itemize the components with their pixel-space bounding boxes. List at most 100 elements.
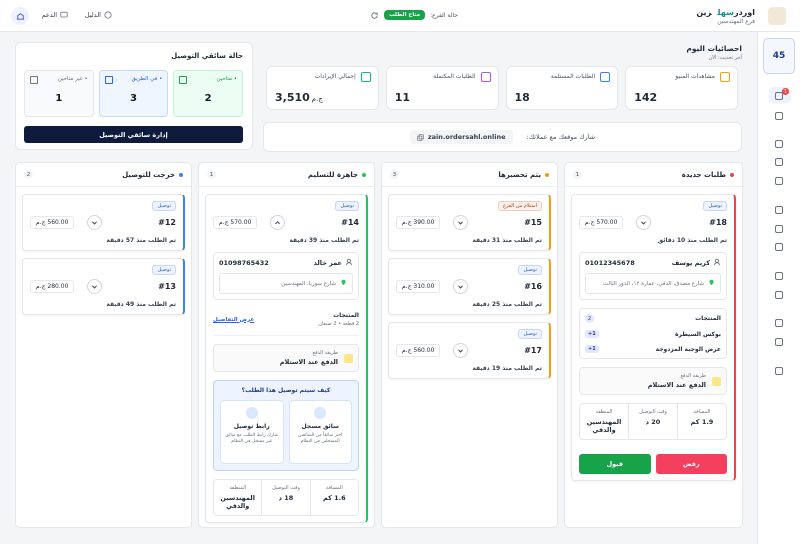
bold: 20 د (645, 418, 661, 426)
ctitle: يتم تحضيرها (498, 171, 549, 179)
chev[interactable] (270, 215, 286, 230)
chead: يتم تحضيرها 3 (382, 163, 557, 187)
bold: 18 د (278, 494, 294, 502)
small: المنطقة (229, 485, 246, 491)
title: خرجت للتوصيل (122, 170, 175, 179)
price: 560.00 ج.م (396, 344, 441, 357)
title: جاهزة للتسليم (307, 170, 358, 179)
price: 280.00 ج.م (30, 280, 75, 293)
badge: توصيل (518, 329, 542, 339)
drivers-card: حالة سائقي التوصيل • متاحين 2 • في الطريق 3… (15, 42, 253, 150)
sec: المنتجات 2 بوكس السيطرة +1 عرض الوجبة المزدو… (579, 308, 727, 359)
col: يتم تحضيرها 3 استلام من الفرع #15 390.00 ج.م… (381, 162, 558, 528)
card[interactable]: توصيل #14 570.00 ج.م تم الطلب منذ 39 دقيقة ع… (205, 194, 368, 523)
link[interactable]: عرض التفاصيل (213, 316, 255, 323)
badgerow: توصيل (396, 329, 542, 339)
time: تم الطلب منذ 19 دقيقة (472, 365, 542, 372)
lg: 280.00 ج.م (30, 279, 103, 294)
sbico (775, 112, 783, 120)
cell: المسافة 1.6 كم (309, 480, 358, 515)
ot: رابط توصيل (233, 423, 270, 430)
chev[interactable] (453, 343, 469, 358)
num: 18 (514, 91, 530, 104)
svg (275, 221, 281, 225)
pico (712, 376, 721, 386)
btn[interactable]: قبول (579, 454, 651, 474)
chev[interactable] (87, 215, 103, 230)
col: جاهزة للتسليم 1 توصيل #14 570.00 ج.م تم الطلب… (198, 162, 375, 528)
row: بوكس السيطرة +1 (585, 330, 721, 338)
manage-drivers-button[interactable]: إدارة سائقي التوصيل (24, 126, 243, 143)
share-url[interactable]: zain.ordersahl.online (409, 130, 513, 144)
pin-icon (340, 279, 347, 288)
rect (418, 133, 424, 139)
sval: 11 (395, 91, 410, 104)
cbody: استلام من الفرع #15 390.00 ج.م تم الطلب منذ… (382, 187, 557, 386)
time: تم الطلب منذ 57 دقيقة (106, 237, 176, 244)
badge: توصيل (335, 201, 359, 211)
sub: فرع المهندسين (717, 18, 755, 25)
guide-link[interactable]: الدليل (85, 11, 112, 19)
count-box[interactable]: 45 (763, 38, 795, 74)
badge: توصيل (152, 201, 176, 211)
card[interactable]: توصيل #18 570.00 ج.م تم الطلب منذ 10 دقائق ك… (571, 194, 736, 481)
row: كريم يوسف 01012345678 (585, 258, 721, 268)
chead: جاهزة للتسليم 1 (199, 163, 374, 187)
btn[interactable]: رفض (655, 454, 727, 474)
box: الطلبات المكتملة 11 (385, 66, 499, 110)
address: شارع سوريا، المهندسين (281, 280, 336, 287)
lg: 560.00 ج.م (30, 215, 103, 230)
item-name: عرض الوجبة المزدوجة (655, 345, 721, 353)
circle (347, 258, 351, 263)
ctitle: خرجت للتوصيل (122, 171, 183, 179)
glab: • في الطريق (131, 76, 163, 82)
support-link[interactable]: الدعم (42, 11, 68, 19)
opt[interactable]: سائق مسجل اختر سائقاً من السائقين المسجلي… (288, 400, 352, 464)
chev[interactable] (636, 215, 652, 230)
bold: 1.9 كم (690, 418, 714, 426)
sbico (775, 92, 783, 100)
col: طلبات جديدة 1 توصيل #18 570.00 ج.م تم الطلب م… (564, 162, 743, 528)
pico (344, 353, 353, 363)
brand: اوردرسهل زين فرع المهندسين (696, 8, 755, 25)
gico (179, 76, 188, 84)
chev[interactable] (453, 215, 469, 230)
refresh-icon[interactable] (370, 11, 379, 20)
price: 570.00 ج.م (579, 216, 624, 229)
sval: 18 (515, 91, 530, 104)
chev[interactable] (87, 279, 103, 294)
cbody: توصيل #18 570.00 ج.م تم الطلب منذ 10 دقائق ك… (565, 187, 742, 488)
dot (362, 172, 366, 177)
oid: #18 (709, 218, 727, 227)
path (92, 285, 98, 289)
sec: كريم يوسف 01012345678 شارع مصدق، الدقي، عم… (579, 252, 727, 300)
title: طلبات جديدة (681, 170, 726, 179)
path (92, 221, 98, 225)
user-icon (713, 258, 721, 268)
badgerow: توصيل (30, 265, 176, 275)
pill[interactable]: متاح الطلب (384, 10, 426, 20)
small: المسافة (325, 485, 343, 491)
address: شارع مصدق، الدقي، عمارة ١٢، الدور الثالث (603, 280, 704, 287)
chev[interactable] (453, 279, 469, 294)
div: احصائيات اليوم (686, 44, 742, 53)
opt[interactable]: رابط توصيل شارك رابط الطلب مع سائق غير مس… (220, 400, 284, 464)
box: الطلبات المستلمة 18 (505, 66, 619, 110)
unit: ج.م (311, 95, 323, 103)
bold: المهندسين والدقي (220, 494, 255, 510)
qty: +1 (585, 330, 599, 338)
path (16, 12, 24, 20)
svg (92, 285, 98, 289)
oico (314, 407, 327, 419)
price: 310.00 ج.م (396, 280, 441, 293)
store-button[interactable] (11, 7, 29, 25)
badgerow: توصيل (396, 265, 542, 275)
pl: المنتجات 2 قطعة • 2 صنفان (318, 312, 359, 327)
sval: ج.م3,510 (275, 91, 323, 104)
circle (104, 11, 112, 19)
card: توصيل #17 560.00 ج.م تم الطلب منذ 19 دقيقة (388, 322, 551, 379)
gval: 1 (55, 93, 63, 104)
nm: عمر خالد (314, 258, 353, 268)
path (275, 221, 281, 225)
row: #17 560.00 ج.م (396, 343, 542, 358)
